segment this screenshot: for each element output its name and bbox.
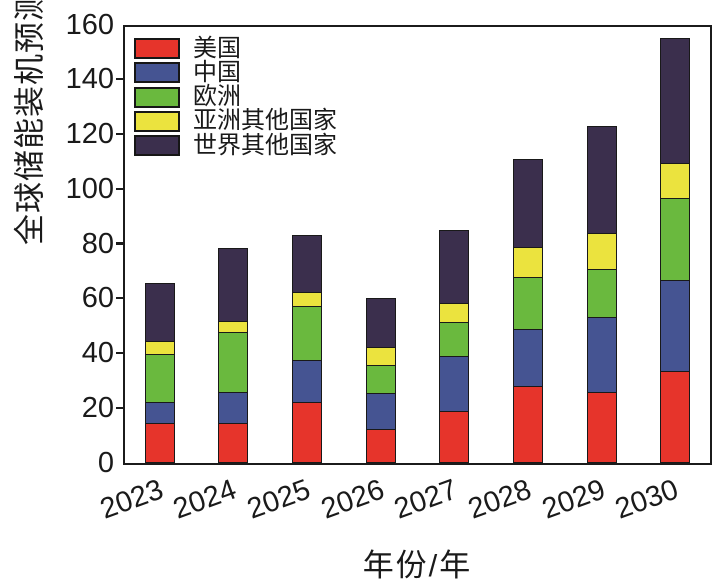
bar-2030 — [660, 36, 691, 463]
bar-2025-segment-中国 — [292, 359, 323, 403]
bar-2025-segment-世界其他国家 — [292, 235, 323, 294]
bar-2027-segment-亚洲其他国家 — [439, 302, 470, 324]
plot-area: 美国 中国 欧洲 亚洲其他国家 世界其他国家 — [123, 25, 712, 465]
y-tick-label-60: 60 — [81, 282, 114, 315]
x-tick-label-2029: 2029 — [537, 473, 610, 526]
legend-item: 美国 — [134, 34, 337, 62]
legend-label: 世界其他国家 — [193, 131, 337, 159]
x-tick-label-2026: 2026 — [316, 473, 389, 526]
y-tick-label-140: 140 — [65, 63, 114, 96]
legend: 美国 中国 欧洲 亚洲其他国家 世界其他国家 — [134, 34, 337, 159]
y-tick-mark — [116, 78, 123, 81]
bar-2024-segment-欧洲 — [218, 331, 249, 393]
legend-swatch-3 — [134, 86, 180, 108]
bar-2027-segment-中国 — [439, 355, 470, 413]
legend-swatch-1 — [134, 38, 180, 59]
bar-2026-segment-世界其他国家 — [365, 298, 396, 348]
y-tick-mark — [116, 297, 123, 300]
bar-2023-segment-欧洲 — [144, 353, 175, 403]
legend-item: 欧洲 — [134, 83, 337, 111]
y-tick-label-20: 20 — [81, 391, 114, 424]
bar-2027-segment-世界其他国家 — [439, 229, 470, 304]
bar-2024-segment-亚洲其他国家 — [218, 320, 249, 333]
x-axis-title-text: 年份/年 — [362, 548, 473, 579]
legend-swatch-4 — [134, 110, 180, 132]
bar-2030-segment-中国 — [660, 279, 691, 373]
legend-swatch-2 — [134, 62, 180, 84]
bar-2027-segment-美国 — [439, 410, 470, 463]
bar-2025-segment-欧洲 — [292, 305, 323, 362]
bar-2023 — [144, 281, 175, 463]
bar-2023-segment-亚洲其他国家 — [144, 340, 175, 355]
bar-2024 — [218, 246, 249, 463]
legend-label: 欧洲 — [193, 83, 241, 111]
legend-swatch-5 — [134, 135, 180, 157]
bar-2029 — [586, 124, 617, 463]
bar-2023-segment-世界其他国家 — [144, 283, 175, 343]
bar-2024-segment-美国 — [218, 422, 249, 463]
bar-2026 — [365, 296, 396, 463]
legend-label: 美国 — [193, 34, 241, 62]
bar-2025 — [292, 233, 323, 463]
bar-2024-segment-世界其他国家 — [218, 247, 249, 322]
y-tick-mark — [116, 187, 123, 190]
bar-2028-segment-美国 — [512, 385, 543, 463]
bar-2028-segment-世界其他国家 — [512, 158, 543, 248]
y-tick-mark — [116, 406, 123, 409]
legend-item: 世界其他国家 — [134, 131, 337, 159]
bar-2028-segment-欧洲 — [512, 276, 543, 330]
legend-item: 中国 — [134, 58, 337, 86]
bar-2030-segment-亚洲其他国家 — [660, 162, 691, 199]
bar-2029-segment-美国 — [586, 391, 617, 463]
bar-2023-segment-美国 — [144, 422, 175, 463]
bar-2027-segment-欧洲 — [439, 321, 470, 358]
bar-2030-segment-世界其他国家 — [660, 38, 691, 165]
x-tick-label-2030: 2030 — [611, 473, 683, 526]
y-tick-label-0: 0 — [97, 446, 114, 479]
y-tick-mark — [116, 132, 123, 136]
legend-label: 中国 — [193, 58, 241, 86]
bar-2029-segment-世界其他国家 — [586, 125, 617, 235]
y-tick-label-40: 40 — [81, 337, 114, 369]
bar-2023-segment-中国 — [144, 400, 175, 425]
bar-2028-segment-中国 — [512, 328, 543, 388]
bar-2030-segment-美国 — [660, 370, 691, 463]
bar-2029-segment-欧洲 — [586, 268, 617, 318]
bar-2027 — [439, 228, 470, 463]
y-tick-label-120: 120 — [65, 118, 114, 150]
x-tick-label-2024: 2024 — [169, 473, 242, 526]
y-tick-mark — [116, 242, 123, 245]
bar-2025-segment-亚洲其他国家 — [292, 291, 323, 307]
x-axis-title: 年份/年 — [123, 540, 712, 579]
bar-2026-segment-亚洲其他国家 — [365, 346, 396, 366]
bar-2029-segment-亚洲其他国家 — [586, 232, 617, 270]
x-tick-label-2023: 2023 — [95, 473, 168, 526]
bar-2028 — [512, 157, 543, 463]
y-tick-mark — [116, 351, 123, 355]
y-tick-label-80: 80 — [81, 227, 114, 260]
bar-2026-segment-中国 — [365, 392, 396, 430]
y-tick-label-100: 100 — [65, 172, 114, 205]
legend-label: 亚洲其他国家 — [193, 107, 337, 135]
bar-2024-segment-中国 — [218, 391, 249, 425]
x-tick-label-2028: 2028 — [463, 473, 536, 526]
y-tick-label-160: 160 — [65, 8, 114, 41]
bar-2029-segment-中国 — [586, 316, 617, 393]
bar-2025-segment-美国 — [292, 400, 323, 463]
bar-2026-segment-欧洲 — [365, 363, 396, 395]
x-tick-label-2027: 2027 — [390, 473, 462, 526]
x-tick-label-2025: 2025 — [243, 473, 315, 526]
bar-2026-segment-美国 — [365, 428, 396, 463]
bar-2028-segment-亚洲其他国家 — [512, 246, 543, 278]
legend-item: 亚洲其他国家 — [134, 107, 337, 135]
bar-2030-segment-欧洲 — [660, 196, 691, 281]
